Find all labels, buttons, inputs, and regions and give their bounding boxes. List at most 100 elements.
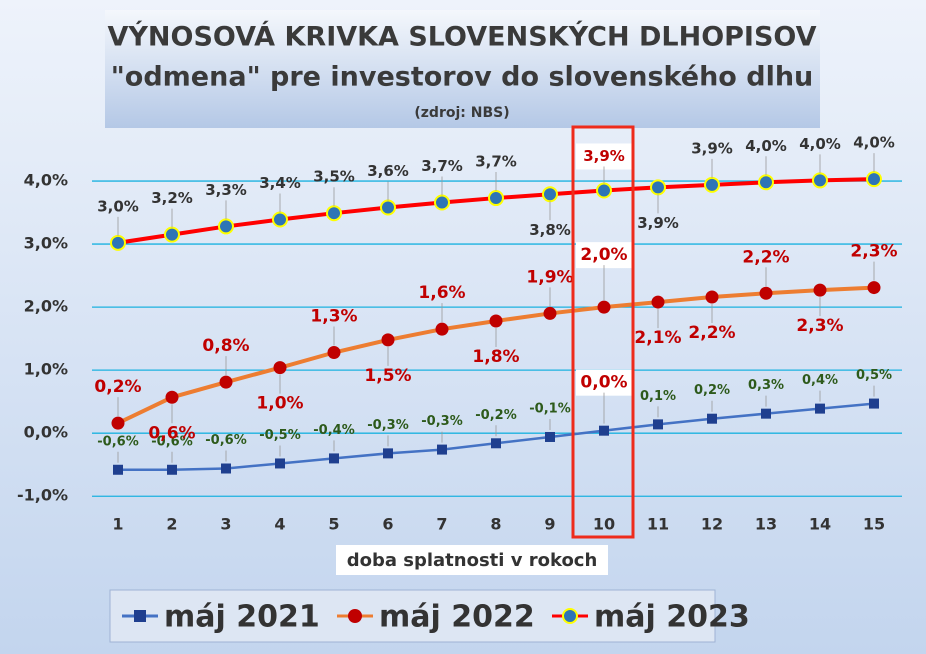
marker	[653, 419, 663, 430]
x-tick-label: 7	[436, 515, 447, 534]
marker	[167, 464, 177, 475]
data-label: 0,2%	[94, 377, 141, 397]
marker	[545, 431, 555, 442]
marker	[596, 182, 612, 199]
data-label: -0,3%	[421, 414, 462, 429]
data-label: -0,6%	[97, 434, 138, 449]
data-label: 1,6%	[418, 283, 465, 303]
marker	[219, 375, 233, 389]
x-tick-label: 8	[490, 515, 501, 534]
data-label: 4,0%	[745, 137, 787, 155]
marker	[543, 306, 557, 320]
data-label: 3,9%	[691, 139, 733, 157]
marker	[221, 463, 231, 474]
data-label: 1,3%	[310, 307, 357, 327]
marker	[869, 398, 879, 409]
marker	[327, 346, 341, 360]
marker	[218, 218, 234, 235]
marker	[273, 361, 287, 375]
data-label: 3,9%	[583, 147, 625, 165]
data-label: -0,6%	[205, 433, 246, 448]
y-tick-label: 1,0%	[24, 360, 68, 379]
x-tick-label: 1	[112, 515, 123, 534]
data-label: 0,5%	[856, 368, 892, 383]
legend-label: máj 2022	[379, 600, 535, 635]
marker	[434, 194, 450, 211]
data-label: 0,4%	[802, 373, 838, 388]
x-tick-label: 5	[328, 515, 339, 534]
marker	[815, 403, 825, 414]
data-label: 1,5%	[364, 366, 411, 386]
marker	[704, 176, 720, 193]
marker	[164, 226, 180, 243]
marker	[435, 322, 449, 336]
x-tick-label: 15	[863, 515, 885, 534]
data-label: 4,0%	[853, 134, 895, 152]
data-label: 3,9%	[637, 214, 679, 232]
marker	[866, 171, 882, 188]
marker	[812, 172, 828, 189]
data-label: -0,5%	[259, 428, 300, 443]
marker	[380, 199, 396, 216]
marker	[813, 283, 827, 297]
legend-marker	[562, 608, 578, 624]
x-tick-label: 6	[382, 515, 393, 534]
chart-title: VÝNOSOVÁ KRIVKA SLOVENSKÝCH DLHOPISOV	[107, 21, 816, 53]
marker	[272, 211, 288, 228]
data-label: 2,2%	[742, 247, 789, 267]
marker	[542, 186, 558, 203]
y-tick-label: -1,0%	[17, 486, 68, 505]
x-label-box	[336, 545, 608, 575]
data-label: 3,2%	[151, 189, 193, 207]
data-label: 2,1%	[634, 328, 681, 348]
title-box	[105, 10, 820, 128]
x-tick-label: 2	[166, 515, 177, 534]
x-tick-label: 9	[544, 515, 555, 534]
data-label: 3,7%	[475, 153, 517, 171]
marker	[111, 416, 125, 430]
data-label: -0,1%	[529, 401, 570, 416]
marker	[597, 300, 611, 314]
legend-label: máj 2021	[164, 600, 320, 635]
label-box	[576, 143, 632, 170]
data-label: -0,6%	[151, 434, 192, 449]
y-tick-label: 0,0%	[24, 423, 68, 442]
legend-marker	[134, 610, 146, 622]
y-tick-label: 4,0%	[24, 171, 68, 190]
x-tick-label: 12	[701, 515, 723, 534]
y-tick-label: 2,0%	[24, 297, 68, 316]
marker	[867, 281, 881, 295]
marker	[491, 438, 501, 449]
data-label: 0,2%	[694, 383, 730, 398]
x-axis-label: doba splatnosti v rokoch	[347, 550, 598, 571]
chart-subtitle: "odmena" pre investorov do slovenského d…	[111, 62, 814, 93]
marker	[488, 190, 504, 207]
marker	[758, 174, 774, 191]
data-label: 3,3%	[205, 181, 247, 199]
highlight-box	[571, 125, 635, 539]
legend-marker	[348, 609, 362, 623]
x-tick-label: 4	[274, 515, 285, 534]
label-box	[576, 242, 632, 269]
data-label: 3,0%	[97, 197, 139, 215]
marker	[326, 205, 342, 222]
marker	[651, 295, 665, 309]
data-label: -0,3%	[367, 418, 408, 433]
marker	[650, 179, 666, 196]
marker	[113, 464, 123, 475]
data-label: 2,3%	[850, 242, 897, 262]
marker	[599, 425, 609, 436]
data-label: 1,0%	[256, 394, 303, 414]
data-label: 1,8%	[472, 347, 519, 367]
marker	[275, 458, 285, 469]
data-label: 2,3%	[796, 316, 843, 336]
marker	[381, 333, 395, 347]
data-label: 0,1%	[640, 389, 676, 404]
marker	[707, 413, 717, 424]
data-label: 3,8%	[529, 221, 571, 239]
y-tick-label: 3,0%	[24, 234, 68, 253]
marker	[329, 453, 339, 464]
marker	[110, 234, 126, 251]
data-label: 0,3%	[748, 378, 784, 393]
